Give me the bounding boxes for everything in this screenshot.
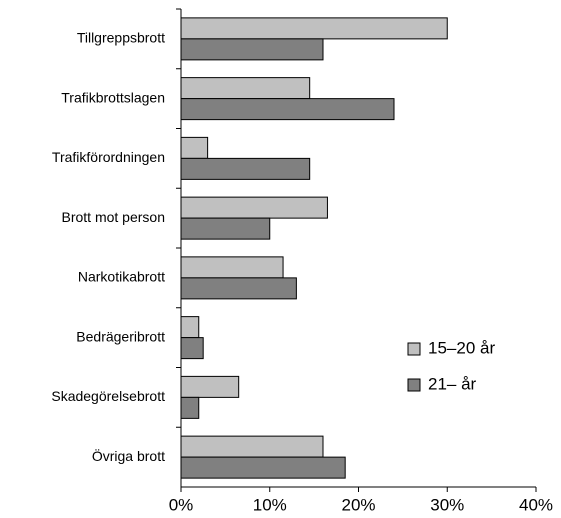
bar <box>180 337 204 360</box>
bar <box>180 98 395 121</box>
legend-label: 21– år <box>428 374 477 393</box>
y-tick-label: Narkotikabrott <box>78 269 165 285</box>
y-tick-label: Trafikförordningen <box>52 149 165 165</box>
bar <box>180 136 209 159</box>
x-tick-label: 40% <box>519 495 553 514</box>
y-tick-label: Skadegörelsebrott <box>51 388 165 404</box>
bar <box>180 316 200 339</box>
y-tick-label: Bedrägeribrott <box>76 328 165 344</box>
legend-swatch <box>407 378 421 392</box>
bar <box>180 17 448 40</box>
bar <box>180 38 324 61</box>
bar <box>180 217 271 240</box>
bar <box>180 256 284 279</box>
y-tick-label: Brott mot person <box>62 209 166 225</box>
bar <box>180 375 240 398</box>
y-tick-label: Trafikbrottslagen <box>61 89 165 105</box>
bar <box>180 196 328 219</box>
legend-swatch <box>407 342 421 356</box>
x-tick-label: 20% <box>341 495 375 514</box>
legend-label: 15–20 år <box>428 338 495 357</box>
bar <box>180 456 346 479</box>
x-tick-label: 0% <box>169 495 194 514</box>
y-tick-label: Tillgreppsbrott <box>77 30 165 46</box>
y-tick-label: Övriga brott <box>92 447 165 464</box>
bar <box>180 435 324 458</box>
x-tick-label: 30% <box>430 495 464 514</box>
bar <box>180 77 311 100</box>
bar <box>180 157 311 180</box>
x-tick-label: 10% <box>253 495 287 514</box>
bar <box>180 277 297 300</box>
bar <box>180 396 200 419</box>
